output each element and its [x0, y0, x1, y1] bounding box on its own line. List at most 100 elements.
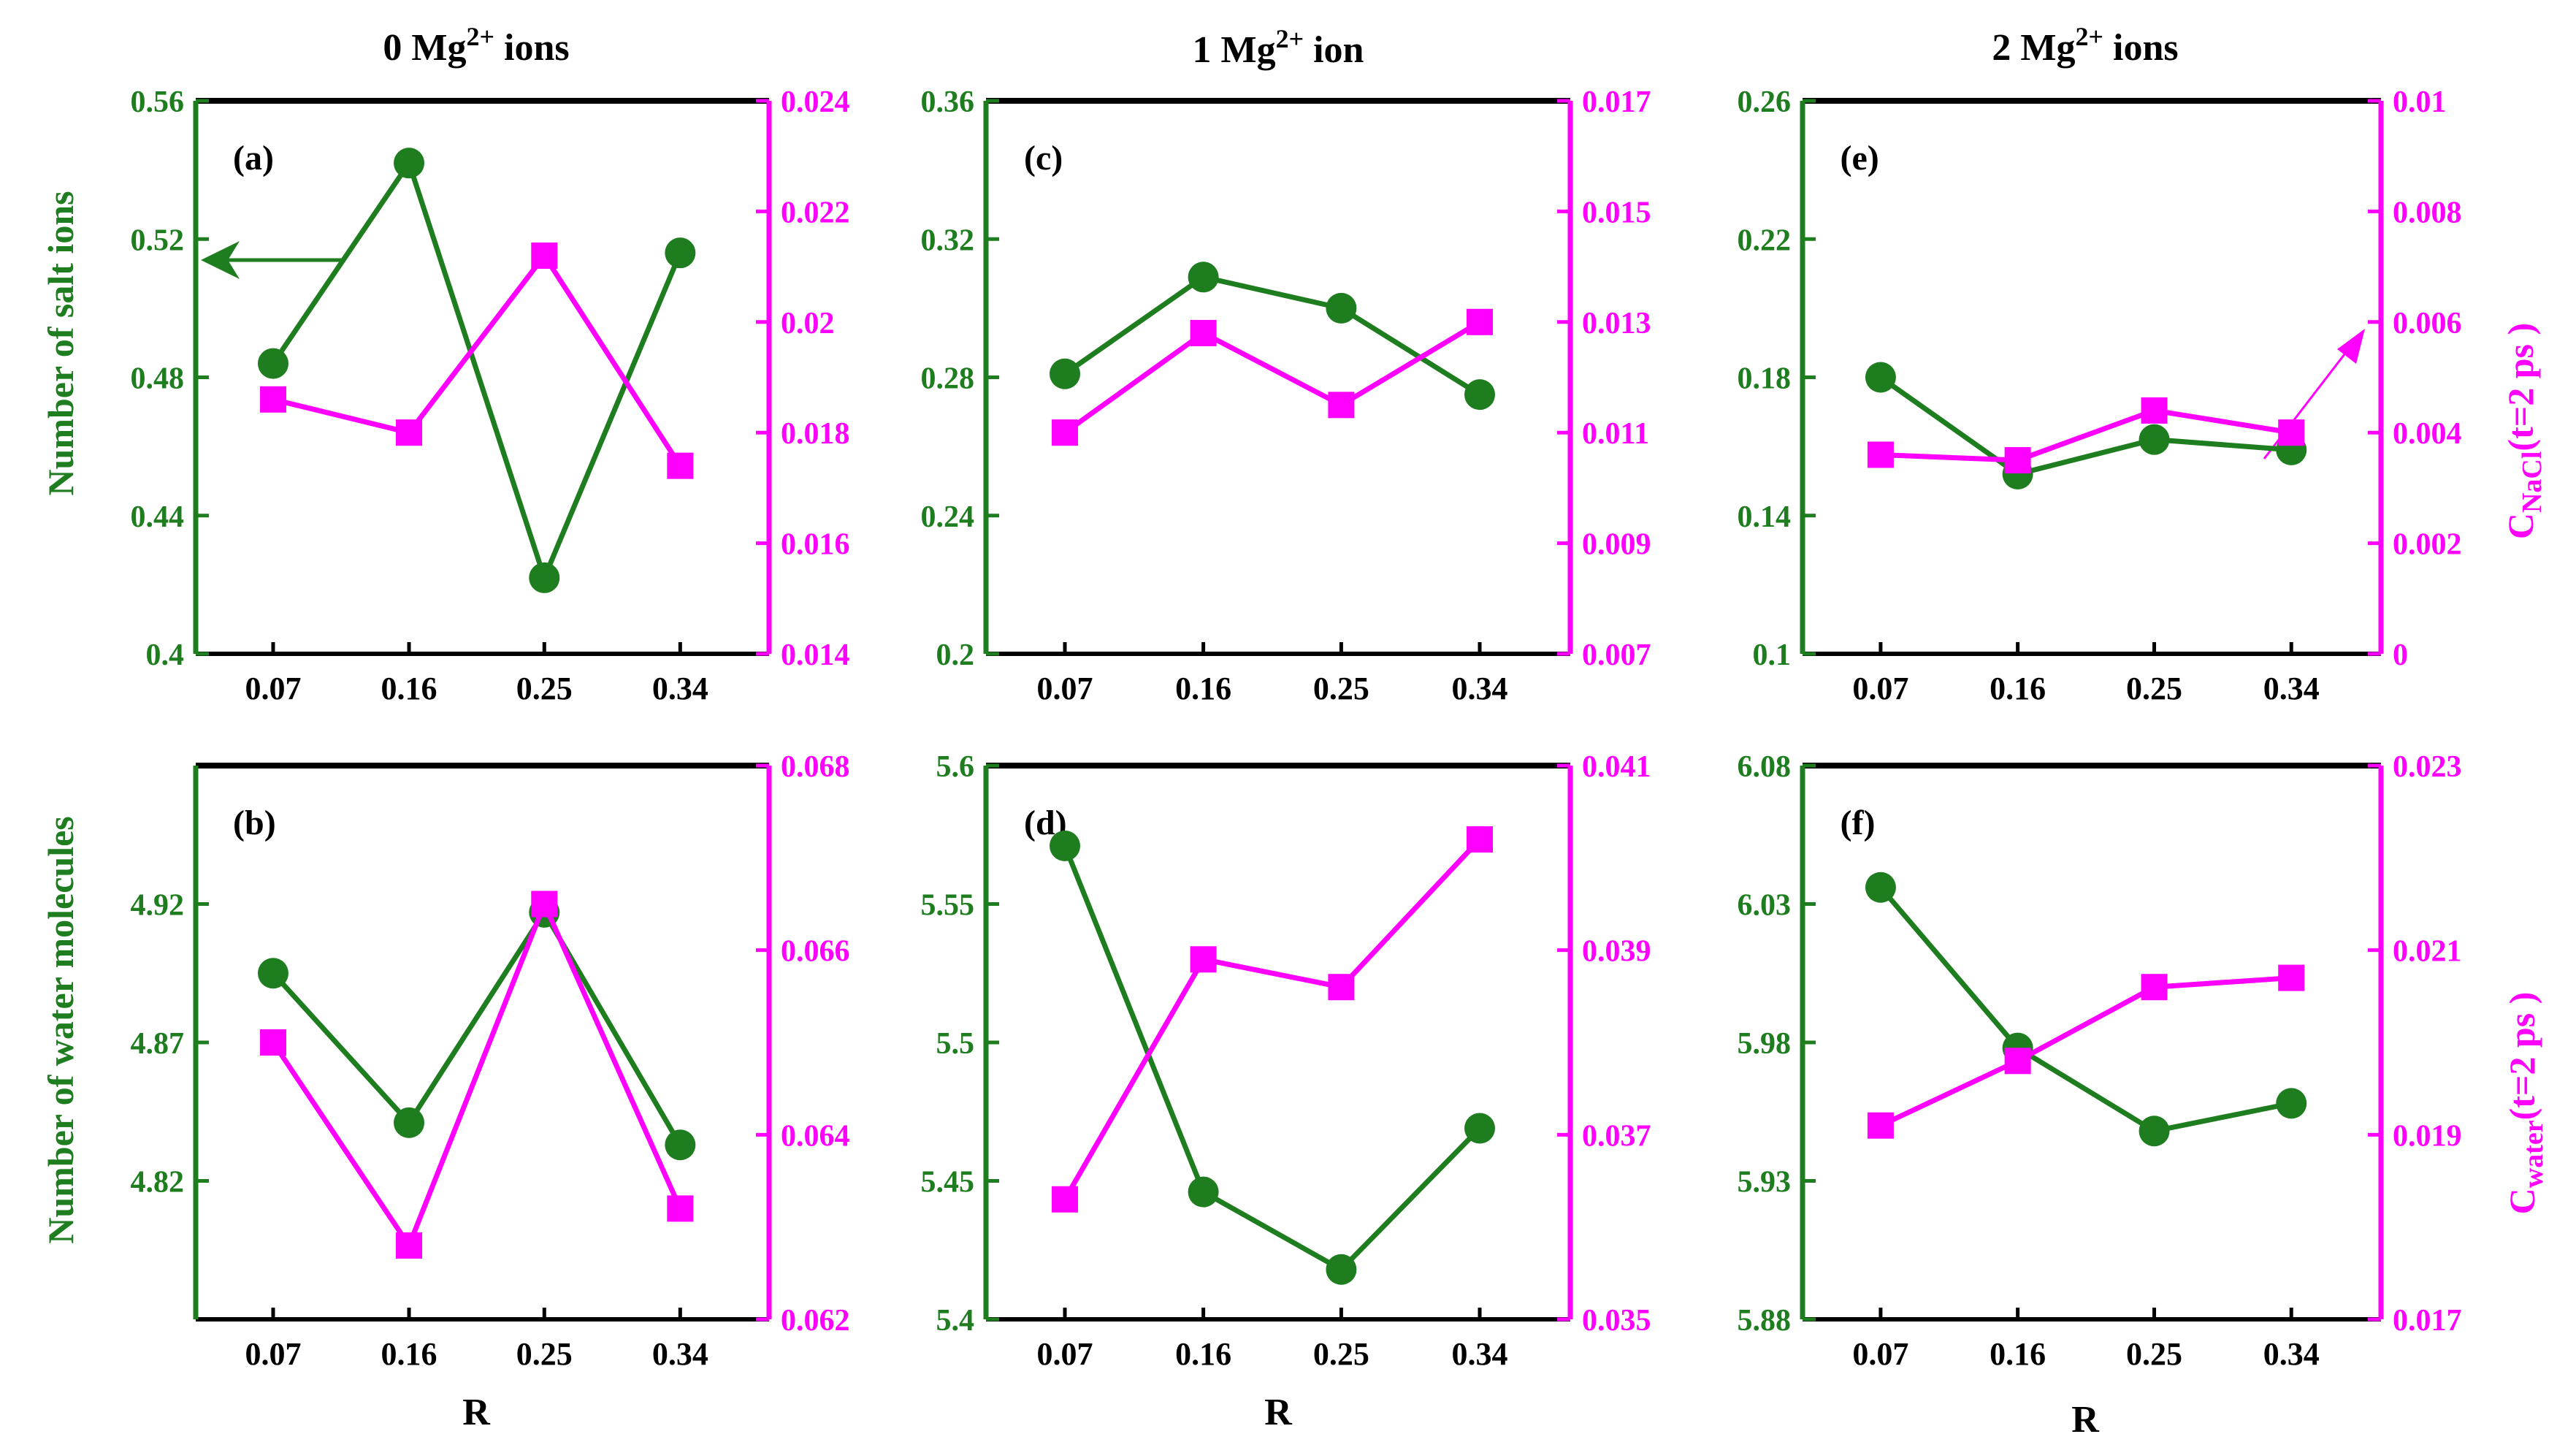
right-tick-label: 0 [2393, 638, 2408, 672]
right-axis-label-top-sub: NaCl [2517, 451, 2548, 513]
right-tick-label: 0.018 [781, 417, 850, 451]
data-point-circle [394, 148, 425, 179]
data-point-square [396, 1232, 423, 1259]
left-tick-label: 0.26 [1738, 85, 1792, 119]
left-tick-label: 0.24 [921, 500, 975, 534]
x-tick-label: 0.07 [1037, 1336, 1093, 1372]
left-tick-label: 0.4 [146, 638, 185, 672]
series-line-right [1880, 408, 2292, 463]
data-point-circle [394, 1107, 425, 1138]
data-point-circle [2139, 1116, 2170, 1147]
x-axis-label-col3: R [2071, 1399, 2100, 1441]
right-tick-label: 0.017 [2393, 1304, 2462, 1338]
panel-a: 0.4 0.44 0.48 0.52 0.56 0.014 0.016 0.018 0.02 0.… [131, 85, 850, 706]
x-tick-label: 0.16 [1175, 671, 1231, 706]
right-tick-label: 0.016 [781, 528, 850, 562]
x-tick-label: 0.16 [381, 1336, 437, 1372]
left-tick-label: 5.4 [936, 1304, 975, 1338]
right-tick-label: 0.066 [781, 935, 850, 969]
x-tick-label: 0.07 [1852, 671, 1908, 706]
data-point-circle [1188, 1176, 1219, 1208]
data-point-circle [665, 237, 696, 269]
data-point-square [1328, 974, 1355, 1001]
x-tick-label: 0.25 [1313, 1336, 1369, 1372]
left-tick-label: 4.92 [131, 889, 185, 923]
left-axis-label-top: Number of salt ions [40, 191, 81, 495]
data-point-square [2004, 1048, 2031, 1075]
data-point-circle [1326, 1254, 1357, 1285]
series-line-right [272, 253, 683, 468]
data-point-square [1328, 392, 1355, 419]
column-title-2-post: ion [1304, 29, 1364, 71]
right-tick-label: 0.035 [1582, 1304, 1651, 1338]
data-point-square [667, 1195, 694, 1222]
left-tick-label: 0.36 [921, 85, 975, 119]
data-point-square [2141, 974, 2168, 1001]
right-axis-label-bottom: Cwater(t=2 ps ) [2502, 992, 2549, 1215]
x-tick-label: 0.16 [1175, 1336, 1231, 1372]
x-tick-label: 0.16 [1990, 671, 2046, 706]
left-tick-label: 6.08 [1738, 750, 1792, 784]
left-tick-label: 0.2 [936, 638, 975, 672]
left-tick-label: 0.32 [921, 224, 975, 257]
column-title-2-pre: 1 Mg [1193, 29, 1276, 71]
right-tick-label: 0.006 [2393, 307, 2462, 340]
right-tick-label: 0.022 [781, 196, 850, 229]
right-axis-label-top: CNaCl(t=2 ps ) [2500, 323, 2548, 539]
right-axis-label-bottom-main: C [2502, 1188, 2542, 1214]
data-point-square [1467, 826, 1493, 853]
right-axis-label-top-tail: (t=2 ps ) [2500, 323, 2541, 451]
left-axis-label-bottom: Number of water molecules [40, 816, 81, 1244]
data-point-square [1052, 1186, 1078, 1213]
column-title-3: 2 Mg2+ ions [1992, 22, 2178, 69]
right-axis-label-top-main: C [2500, 513, 2541, 539]
right-axis-label-bottom-sub: water [2518, 1120, 2549, 1188]
left-tick-label: 0.52 [131, 224, 185, 257]
x-tick-label: 0.25 [2126, 671, 2182, 706]
data-point-square [531, 242, 558, 269]
series-line-left [1879, 375, 2292, 477]
data-point-square [1867, 441, 1894, 468]
left-tick-label: 4.87 [131, 1027, 185, 1061]
x-tick-label: 0.07 [245, 671, 301, 706]
right-tick-label: 0.008 [2393, 196, 2462, 229]
right-tick-label: 0.021 [2393, 935, 2462, 969]
series-line-left [271, 909, 683, 1146]
x-tick-label: 0.34 [2263, 671, 2320, 706]
data-point-square [1052, 419, 1078, 446]
data-point-square [259, 386, 286, 413]
left-tick-label: 5.98 [1738, 1027, 1792, 1061]
data-point-square [1467, 308, 1493, 335]
column-title-1-post: ions [494, 27, 570, 69]
right-tick-label: 0.017 [1582, 85, 1651, 119]
right-tick-label: 0.019 [2393, 1119, 2462, 1153]
panel-b: 4.82 4.87 4.92 0.062 0.064 0.066 0.068 0.07 0.16… [131, 750, 850, 1372]
left-tick-label: 5.93 [1738, 1166, 1792, 1200]
data-point-circle [2139, 424, 2170, 455]
data-point-circle [257, 958, 288, 989]
x-tick-label: 0.16 [381, 671, 437, 706]
x-tick-label: 0.34 [652, 1336, 708, 1372]
left-tick-label: 0.14 [1738, 500, 1792, 534]
right-tick-label: 0.002 [2393, 528, 2462, 562]
data-point-circle [1050, 830, 1080, 861]
left-tick-label: 6.03 [1738, 889, 1792, 923]
series-line-left [271, 160, 683, 581]
left-tick-label: 0.18 [1738, 362, 1792, 396]
data-point-square [259, 1029, 286, 1056]
panel-label: (c) [1024, 139, 1063, 178]
right-tick-label: 0.023 [2393, 750, 2462, 784]
x-tick-label: 0.34 [2263, 1336, 2320, 1372]
arrow-to-left-axis-icon [201, 241, 342, 279]
left-tick-label: 0.48 [131, 362, 185, 396]
data-point-circle [2276, 1088, 2307, 1119]
right-tick-label: 0.02 [781, 307, 835, 340]
x-axis-label-col2: R [1264, 1392, 1293, 1433]
panel-d: 5.4 5.45 5.5 5.55 5.6 0.035 0.037 0.039 0.041 0.0… [921, 750, 1651, 1372]
right-tick-label: 0.041 [1582, 750, 1651, 784]
panel-c: 0.2 0.24 0.28 0.32 0.36 0.007 0.009 0.011 0.013 0… [921, 85, 1651, 706]
column-title-1: 0 Mg2+ ions [383, 22, 569, 69]
data-point-square [2278, 964, 2305, 991]
panel-f: 5.88 5.93 5.98 6.03 6.08 0.017 0.019 0.021 0.023… [1738, 750, 2462, 1372]
